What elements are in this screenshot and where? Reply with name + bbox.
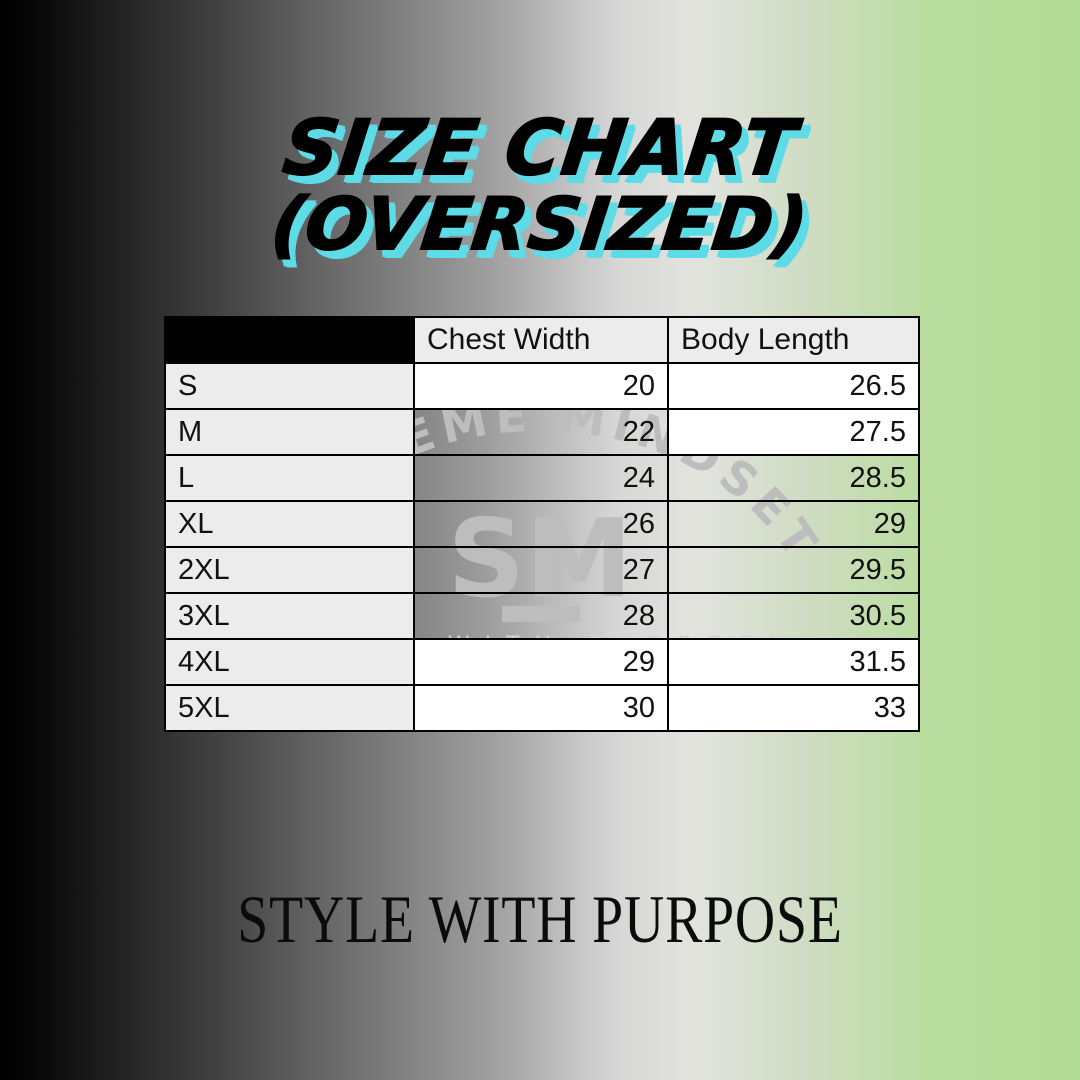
cell-chest-width: 22 (413, 408, 669, 456)
page-title: SIZE CHART (OVERSIZED) (0, 102, 1080, 267)
footer-tagline: STYLE WITH PURPOSE (237, 881, 843, 957)
table-row: XL 26 29 (164, 500, 920, 548)
size-table-container: Chest Width Body Length S 20 26.5 M 22 2… (164, 316, 920, 732)
table-header: Chest Width Body Length (164, 316, 920, 364)
cell-body-length: 30.5 (667, 592, 920, 640)
cell-body-length: 29 (667, 500, 920, 548)
cell-size: 3XL (164, 592, 415, 640)
cell-chest-width: 30 (413, 684, 669, 732)
table-row: 5XL 30 33 (164, 684, 920, 732)
header-cell-corner (164, 316, 415, 364)
cell-body-length: 28.5 (667, 454, 920, 502)
cell-size: L (164, 454, 415, 502)
cell-chest-width: 28 (413, 592, 669, 640)
cell-body-length: 29.5 (667, 546, 920, 594)
cell-size: S (164, 362, 415, 410)
cell-chest-width: 20 (413, 362, 669, 410)
cell-chest-width: 24 (413, 454, 669, 502)
table-body: S 20 26.5 M 22 27.5 L 24 28.5 XL 26 (164, 362, 920, 732)
cell-body-length: 33 (667, 684, 920, 732)
cell-size: 4XL (164, 638, 415, 686)
cell-chest-width: 27 (413, 546, 669, 594)
table-row: 4XL 29 31.5 (164, 638, 920, 686)
table-header-row: Chest Width Body Length (164, 316, 920, 364)
table-row: S 20 26.5 (164, 362, 920, 410)
table-row: L 24 28.5 (164, 454, 920, 502)
table-row: 3XL 28 30.5 (164, 592, 920, 640)
header-cell-chest-width: Chest Width (413, 316, 669, 364)
header-cell-body-length: Body Length (667, 316, 920, 364)
cell-size: 2XL (164, 546, 415, 594)
title-line-1: SIZE CHART (278, 102, 803, 193)
cell-body-length: 26.5 (667, 362, 920, 410)
cell-body-length: 31.5 (667, 638, 920, 686)
table-row: 2XL 27 29.5 (164, 546, 920, 594)
table-row: M 22 27.5 (164, 408, 920, 456)
size-table: Chest Width Body Length S 20 26.5 M 22 2… (164, 316, 920, 732)
title-line-2: (OVERSIZED) (266, 181, 814, 267)
cell-chest-width: 26 (413, 500, 669, 548)
cell-size: M (164, 408, 415, 456)
cell-size: 5XL (164, 684, 415, 732)
cell-body-length: 27.5 (667, 408, 920, 456)
cell-size: XL (164, 500, 415, 548)
cell-chest-width: 29 (413, 638, 669, 686)
